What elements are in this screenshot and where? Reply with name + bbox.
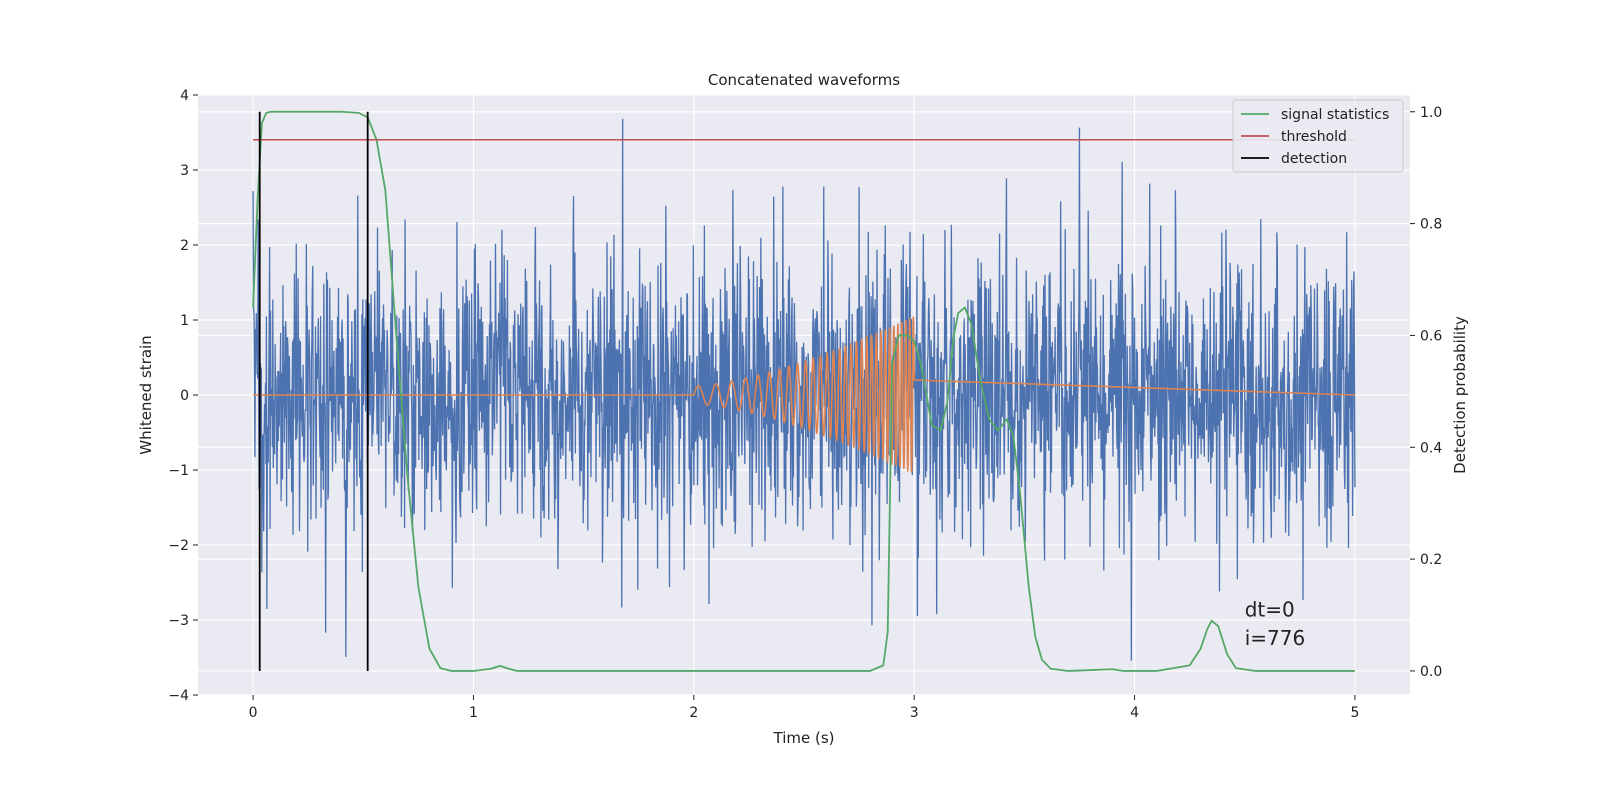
y-right-tick-label: 0.6 bbox=[1420, 328, 1442, 344]
annotation-dt: dt=0 bbox=[1245, 597, 1295, 621]
series-injected-waveform bbox=[253, 316, 1355, 473]
y-axis-left-title: Whitened strain bbox=[137, 335, 155, 454]
chart-title: Concatenated waveforms bbox=[708, 71, 900, 89]
legend: signal statistics threshold detection bbox=[1232, 99, 1404, 173]
y-right-tick-label: 0.2 bbox=[1420, 552, 1442, 568]
y-left-tick-label: −2 bbox=[168, 538, 189, 554]
series-whitened-strain bbox=[252, 118, 1356, 661]
x-tick-label: 0 bbox=[249, 705, 258, 721]
x-tick-label: 4 bbox=[1130, 705, 1139, 721]
series-layer bbox=[252, 110, 1356, 672]
y-left-tick-label: −4 bbox=[168, 688, 189, 704]
legend-label: threshold bbox=[1281, 129, 1347, 145]
y-left-tick-label: −1 bbox=[168, 463, 189, 479]
legend-box bbox=[1232, 99, 1404, 173]
y-right-tick-label: 0.0 bbox=[1420, 664, 1442, 680]
y-left-tick-label: 2 bbox=[180, 238, 189, 254]
annotation-index: i=776 bbox=[1245, 626, 1306, 650]
x-tick-label: 3 bbox=[910, 705, 919, 721]
x-tick-label: 2 bbox=[689, 705, 698, 721]
axes: 0 1 2 3 4 5 −4 −3 −2 −1 0 1 2 3 4 0.0 0.2 0.4 0.6 0.8 1.0 bbox=[168, 88, 1442, 721]
grid-lines bbox=[198, 94, 1410, 696]
legend-label: signal statistics bbox=[1281, 107, 1389, 123]
y-left-tick-label: 1 bbox=[180, 313, 189, 329]
y-left-tick-label: 4 bbox=[180, 88, 189, 104]
y-right-tick-label: 0.8 bbox=[1420, 217, 1442, 233]
x-tick-label: 1 bbox=[469, 705, 478, 721]
x-tick-label: 5 bbox=[1350, 705, 1359, 721]
legend-label: detection bbox=[1281, 151, 1347, 167]
series-signal-statistics bbox=[252, 110, 1355, 672]
x-axis-title: Time (s) bbox=[773, 729, 835, 747]
y-left-tick-label: 0 bbox=[180, 388, 189, 404]
y-right-tick-label: 1.0 bbox=[1420, 105, 1442, 121]
y-right-tick-label: 0.4 bbox=[1420, 440, 1442, 456]
y-left-tick-label: 3 bbox=[180, 163, 189, 179]
y-axis-right-title: Detection probability bbox=[1451, 316, 1469, 474]
y-left-tick-label: −3 bbox=[168, 613, 189, 629]
